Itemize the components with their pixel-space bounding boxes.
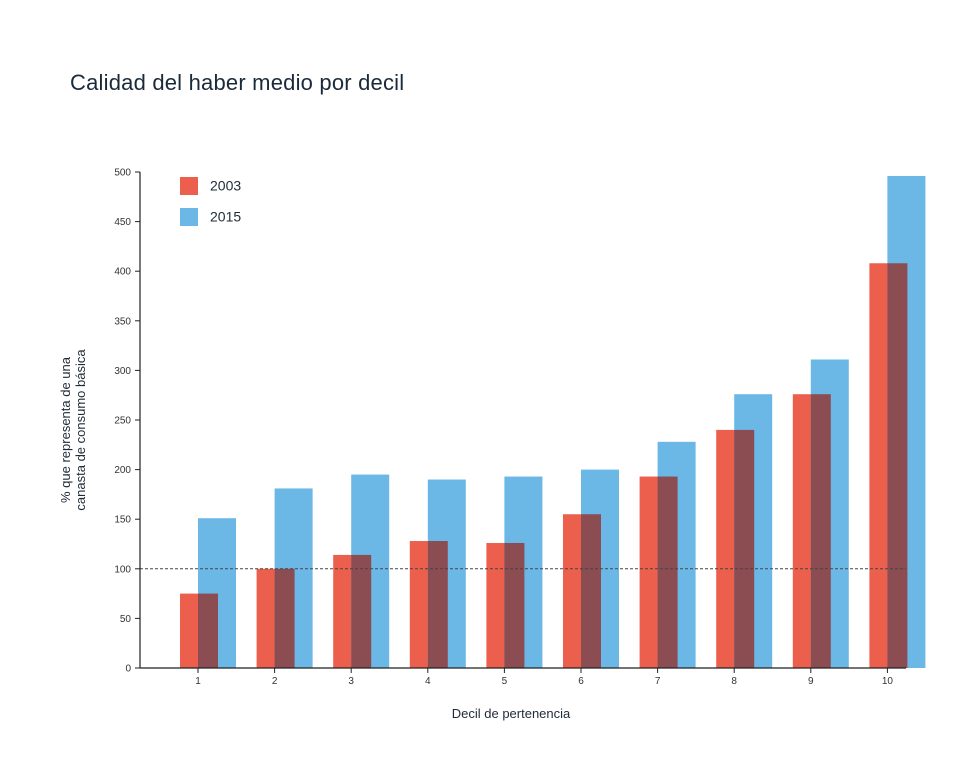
- x-tick-label-1: 1: [195, 676, 201, 687]
- x-axis-title: Decil de pertenencia: [452, 706, 571, 721]
- y-axis-title-line-2: canasta de consumo básica: [73, 349, 88, 511]
- y-tick-label-100: 100: [114, 564, 131, 575]
- y-tick-label-200: 200: [114, 465, 131, 476]
- y-axis-title-line-1: % que representa de una: [58, 356, 73, 503]
- chart-title: Calidad del haber medio por decil: [70, 70, 405, 95]
- legend-label-2003: 2003: [210, 178, 241, 194]
- y-tick-label-150: 150: [114, 515, 131, 526]
- x-tick-label-3: 3: [348, 676, 354, 687]
- y-tick-label-50: 50: [120, 614, 132, 625]
- y-tick-label-250: 250: [114, 416, 131, 427]
- bar-overlap-decil-7: [657, 476, 678, 668]
- y-tick-label-500: 500: [114, 168, 131, 179]
- y-tick-label-400: 400: [114, 267, 131, 278]
- bar-overlap-decil-9: [810, 394, 831, 668]
- bar-overlap-decil-10: [887, 263, 908, 668]
- x-tick-label-7: 7: [655, 676, 661, 687]
- bar-overlap-decil-8: [734, 429, 755, 668]
- x-tick-label-2: 2: [272, 676, 278, 687]
- bar-overlap-decil-4: [427, 541, 448, 668]
- legend-label-2015: 2015: [210, 209, 241, 225]
- y-axis-title: % que representa de unacanasta de consum…: [58, 349, 88, 511]
- y-tick-label-450: 450: [114, 217, 131, 228]
- x-tick-label-6: 6: [578, 676, 584, 687]
- bar-overlap-decil-3: [351, 554, 372, 668]
- x-tick-label-8: 8: [731, 676, 737, 687]
- x-tick-label-5: 5: [502, 676, 508, 687]
- y-tick-label-0: 0: [125, 664, 131, 675]
- y-tick-label-350: 350: [114, 316, 131, 327]
- bar-overlap-decil-5: [504, 543, 525, 668]
- x-tick-label-4: 4: [425, 676, 431, 687]
- bar-overlap-decil-1: [198, 593, 218, 668]
- bar-overlap-decil-2: [274, 568, 295, 668]
- bar-overlap-decil-6: [581, 514, 601, 668]
- legend-swatch-2015: [180, 208, 198, 226]
- x-tick-label-9: 9: [808, 676, 814, 687]
- legend-swatch-2003: [180, 177, 198, 195]
- y-tick-label-300: 300: [114, 366, 131, 377]
- x-tick-label-10: 10: [882, 676, 894, 687]
